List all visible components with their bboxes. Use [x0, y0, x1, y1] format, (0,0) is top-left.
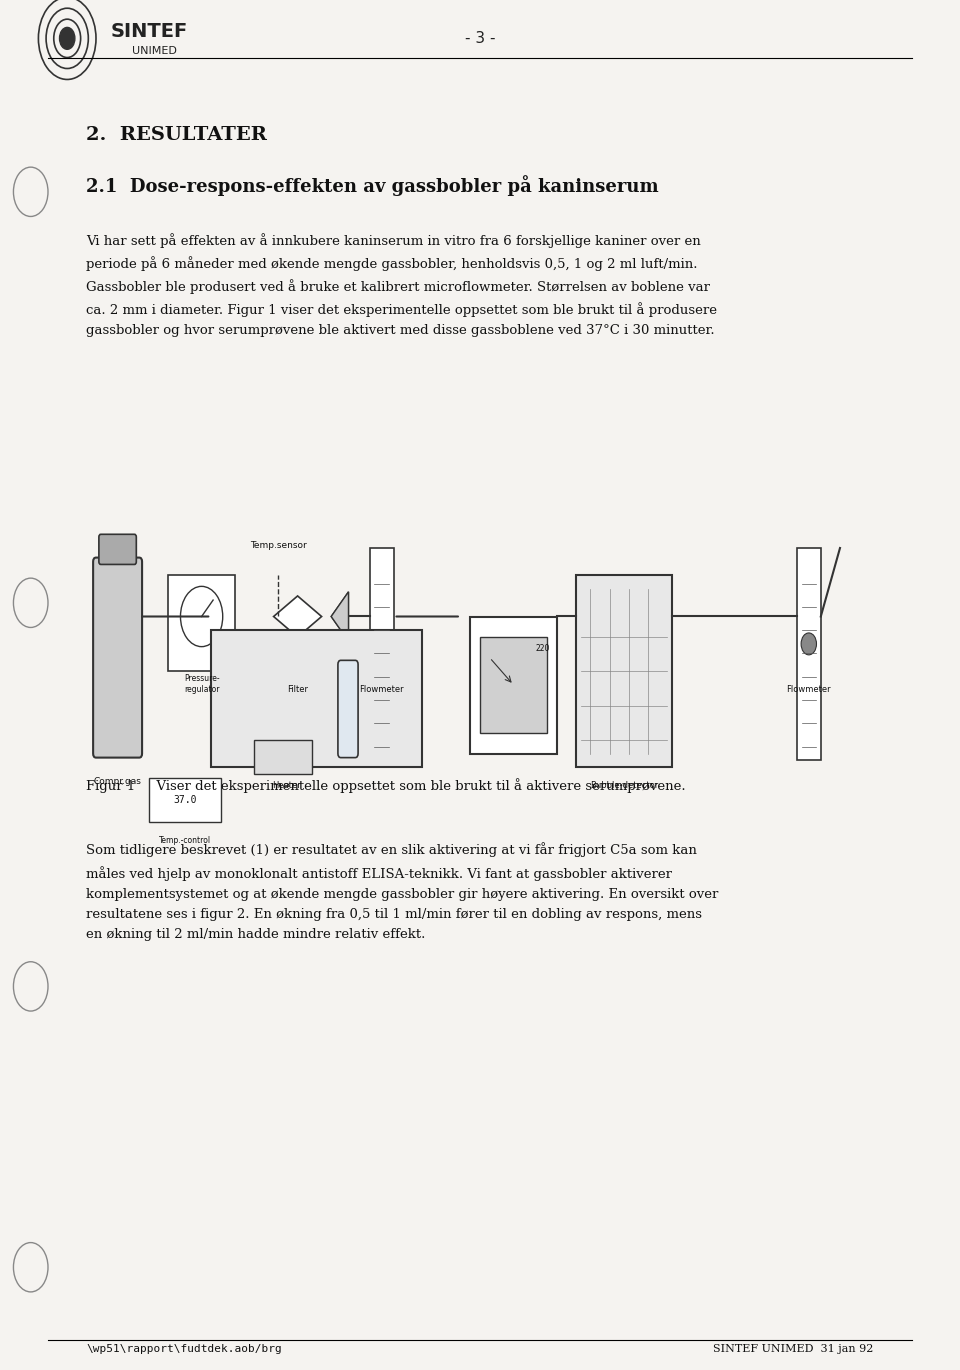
Text: Bubble-detector: Bubble-detector	[589, 781, 659, 789]
Text: 2.  RESULTATER: 2. RESULTATER	[86, 126, 267, 144]
Text: Temp.sensor: Temp.sensor	[250, 541, 307, 549]
Bar	[370, 548, 394, 760]
Text: Flowmeter: Flowmeter	[359, 685, 404, 693]
FancyBboxPatch shape	[99, 534, 136, 564]
Text: Pressure-
regulator: Pressure- regulator	[183, 674, 220, 693]
Polygon shape	[274, 596, 322, 637]
Text: Compr.gas: Compr.gas	[94, 777, 141, 785]
Text: Filter: Filter	[287, 685, 308, 693]
Bar	[149, 778, 221, 822]
Text: 2.1  Dose-respons-effekten av gassbobler på kaninserum: 2.1 Dose-respons-effekten av gassbobler …	[86, 175, 659, 196]
Text: UNIMED: UNIMED	[132, 45, 178, 56]
Bar	[797, 548, 821, 760]
Circle shape	[374, 633, 390, 655]
Text: \wp51\rapport\fudtdek.aob/brg: \wp51\rapport\fudtdek.aob/brg	[86, 1344, 282, 1355]
Bar	[470, 616, 557, 754]
Polygon shape	[331, 592, 348, 641]
Text: SINTEF: SINTEF	[110, 22, 187, 41]
Text: - 3 -: - 3 -	[465, 32, 495, 45]
Bar	[168, 575, 235, 671]
Text: 220: 220	[536, 644, 549, 652]
Text: 37.0: 37.0	[173, 795, 197, 806]
Bar	[576, 575, 672, 767]
Bar	[211, 630, 422, 767]
Text: Figur 1     Viser det eksperimentelle oppsettet som ble brukt til å aktivere ser: Figur 1 Viser det eksperimentelle oppset…	[86, 778, 686, 793]
Text: Heater: Heater	[272, 781, 300, 789]
FancyBboxPatch shape	[338, 660, 358, 758]
Circle shape	[801, 633, 816, 655]
Bar	[254, 740, 312, 774]
Text: SINTEF UNIMED  31 jan 92: SINTEF UNIMED 31 jan 92	[713, 1344, 874, 1355]
Text: Flowmeter: Flowmeter	[786, 685, 831, 693]
Text: Temp.-control: Temp.-control	[158, 836, 211, 844]
FancyBboxPatch shape	[93, 558, 142, 758]
Text: Som tidligere beskrevet (1) er resultatet av en slik aktivering at vi får frigjo: Som tidligere beskrevet (1) er resultate…	[86, 843, 719, 941]
Text: Vi har sett på effekten av å innkubere kaninserum in vitro fra 6 forskjellige ka: Vi har sett på effekten av å innkubere k…	[86, 233, 717, 337]
Circle shape	[60, 27, 75, 49]
Bar	[480, 637, 547, 733]
Polygon shape	[331, 592, 348, 641]
